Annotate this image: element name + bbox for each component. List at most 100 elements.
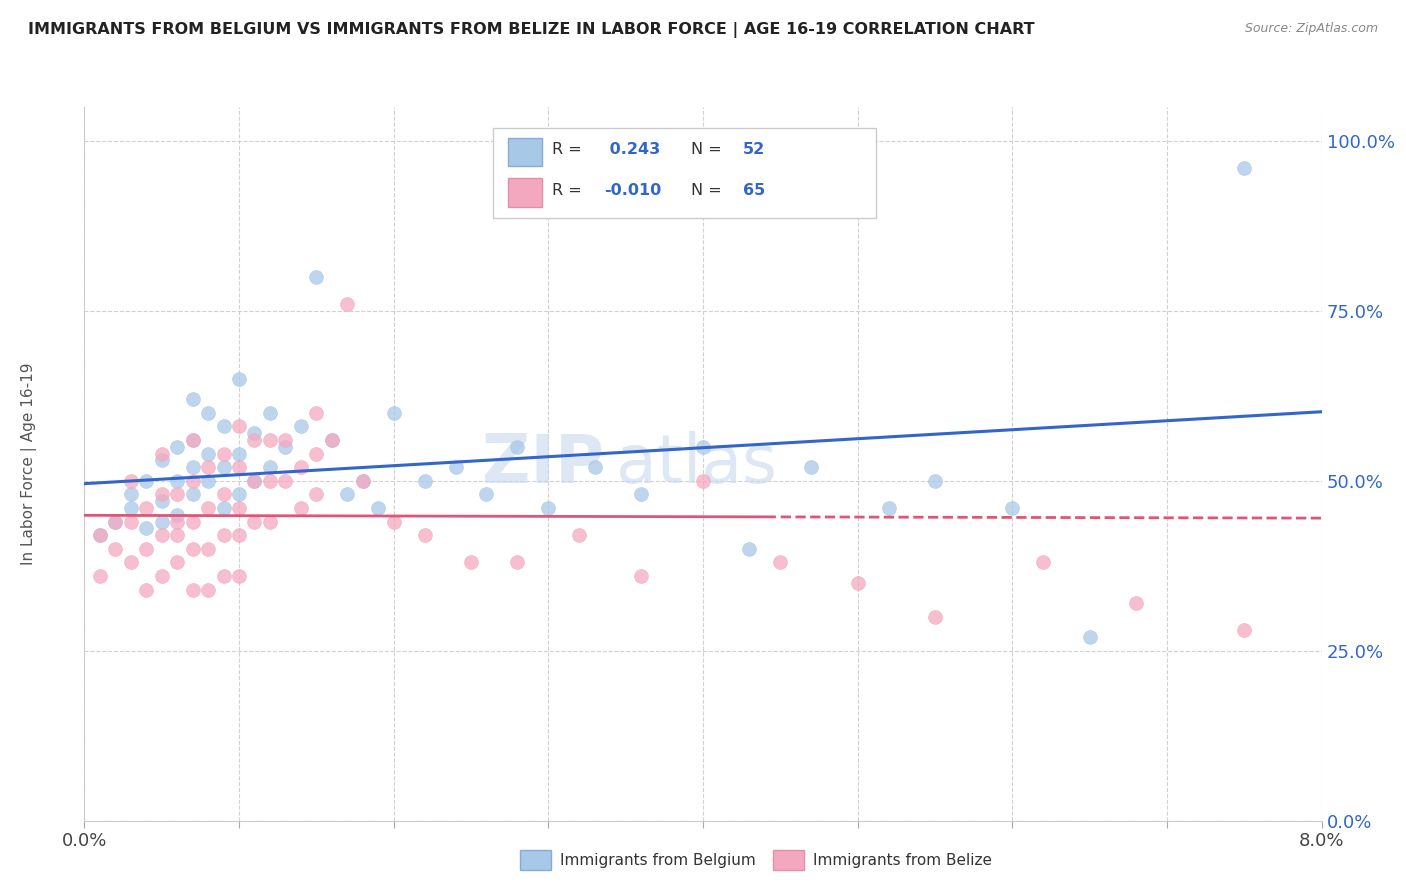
Point xyxy=(274,440,297,454)
Point xyxy=(290,460,312,475)
Point xyxy=(212,528,235,542)
Point xyxy=(166,474,188,488)
Point xyxy=(197,406,219,420)
Point xyxy=(228,528,250,542)
Point xyxy=(166,528,188,542)
Point xyxy=(460,555,482,569)
Point xyxy=(692,474,714,488)
Point xyxy=(877,501,900,516)
Point xyxy=(228,501,250,516)
Point xyxy=(243,433,266,447)
Point xyxy=(135,501,157,516)
Point xyxy=(181,582,204,597)
Point xyxy=(352,474,374,488)
Point xyxy=(150,515,173,529)
Point xyxy=(568,528,591,542)
Point xyxy=(305,487,328,501)
Point xyxy=(212,447,235,461)
Point xyxy=(413,474,436,488)
Point xyxy=(135,521,157,535)
Point xyxy=(89,528,111,542)
Point xyxy=(924,474,946,488)
Point xyxy=(150,569,173,583)
Point xyxy=(135,582,157,597)
Text: atlas: atlas xyxy=(616,431,778,497)
Text: R =: R = xyxy=(553,183,586,198)
Point xyxy=(89,528,111,542)
FancyBboxPatch shape xyxy=(508,178,543,207)
Point xyxy=(321,433,343,447)
Text: Source: ZipAtlas.com: Source: ZipAtlas.com xyxy=(1244,22,1378,36)
Point xyxy=(181,433,204,447)
Point xyxy=(352,474,374,488)
Point xyxy=(212,501,235,516)
Point xyxy=(120,555,142,569)
Point xyxy=(583,460,606,475)
Point xyxy=(150,447,173,461)
Point xyxy=(150,487,173,501)
Text: 52: 52 xyxy=(742,143,765,157)
Point xyxy=(274,433,297,447)
Point xyxy=(1078,630,1101,644)
Point xyxy=(1233,624,1256,638)
Point xyxy=(228,447,250,461)
Point xyxy=(104,515,127,529)
Point xyxy=(924,609,946,624)
FancyBboxPatch shape xyxy=(492,128,876,218)
Text: 65: 65 xyxy=(742,183,765,198)
Point xyxy=(89,569,111,583)
Point xyxy=(212,487,235,501)
Point xyxy=(212,419,235,434)
Point xyxy=(181,433,204,447)
Point xyxy=(1032,555,1054,569)
Point xyxy=(104,515,127,529)
Point xyxy=(166,515,188,529)
Point xyxy=(305,269,328,284)
Text: N =: N = xyxy=(690,183,727,198)
Point xyxy=(800,460,823,475)
Point xyxy=(336,487,359,501)
Point xyxy=(243,474,266,488)
Point xyxy=(290,501,312,516)
Point xyxy=(243,474,266,488)
Point xyxy=(382,515,405,529)
Point xyxy=(212,569,235,583)
Point xyxy=(1001,501,1024,516)
Point xyxy=(506,440,529,454)
Point xyxy=(1233,161,1256,176)
Text: ZIP: ZIP xyxy=(482,431,605,497)
Text: Immigrants from Belize: Immigrants from Belize xyxy=(813,854,991,868)
Point xyxy=(181,474,204,488)
Point xyxy=(150,494,173,508)
Point xyxy=(181,487,204,501)
Point xyxy=(181,515,204,529)
Point xyxy=(259,474,281,488)
Point xyxy=(228,419,250,434)
Point xyxy=(413,528,436,542)
Point xyxy=(197,582,219,597)
Point xyxy=(212,460,235,475)
Point xyxy=(259,515,281,529)
Point xyxy=(367,501,389,516)
Point xyxy=(181,392,204,407)
Point xyxy=(630,569,652,583)
Point xyxy=(259,406,281,420)
Point xyxy=(274,474,297,488)
Point xyxy=(181,541,204,556)
Point xyxy=(506,555,529,569)
Point xyxy=(120,501,142,516)
Point xyxy=(692,440,714,454)
Point xyxy=(259,460,281,475)
Point xyxy=(104,541,127,556)
Point xyxy=(181,460,204,475)
Point xyxy=(290,419,312,434)
Text: 0.243: 0.243 xyxy=(605,143,661,157)
Point xyxy=(166,487,188,501)
Point xyxy=(228,569,250,583)
Point xyxy=(197,541,219,556)
Text: Immigrants from Belgium: Immigrants from Belgium xyxy=(560,854,755,868)
Point xyxy=(197,501,219,516)
Point xyxy=(305,406,328,420)
Point xyxy=(1125,596,1147,610)
Point xyxy=(630,487,652,501)
